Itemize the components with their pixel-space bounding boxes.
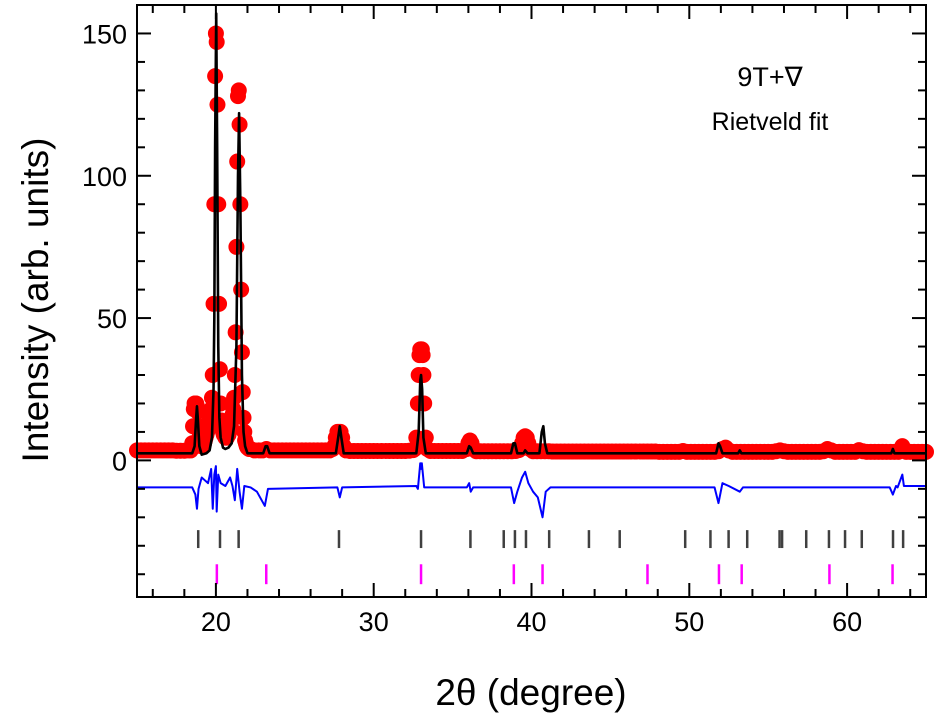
- y-tick-label: 150: [82, 19, 127, 49]
- observed-point: [212, 395, 229, 412]
- axis-ticks: [137, 4, 926, 597]
- y-tick-label: 0: [112, 446, 127, 476]
- y-tick-labels: 0 50 100 150: [82, 19, 127, 476]
- calculated-line: [137, 12, 926, 456]
- x-tick-label: 60: [832, 607, 862, 637]
- observed-point: [414, 347, 431, 364]
- fit-annotation: Rietveld fit: [712, 108, 829, 136]
- reflection-row-2: [215, 564, 894, 585]
- y-tick-label: 100: [82, 162, 127, 192]
- x-tick-label: 40: [516, 607, 546, 637]
- y-axis-label: Intensity (arb. units): [15, 138, 56, 463]
- x-tick-labels: 20 30 40 50 60: [201, 607, 862, 637]
- plot-marks: [129, 12, 934, 585]
- observed-point: [415, 367, 432, 383]
- plot-frame: [136, 4, 927, 598]
- difference-line: [137, 462, 926, 519]
- sample-annotation: 9T+∇: [737, 62, 803, 92]
- x-tick-label: 20: [201, 607, 231, 637]
- observed-point: [230, 82, 247, 99]
- x-tick-label: 50: [674, 607, 704, 637]
- x-tick-label: 30: [359, 607, 389, 637]
- observed-series: [129, 25, 934, 460]
- reflection-row-1: [196, 530, 905, 549]
- y-tick-label: 50: [97, 304, 127, 334]
- x-axis-label: 2θ (degree): [435, 672, 626, 713]
